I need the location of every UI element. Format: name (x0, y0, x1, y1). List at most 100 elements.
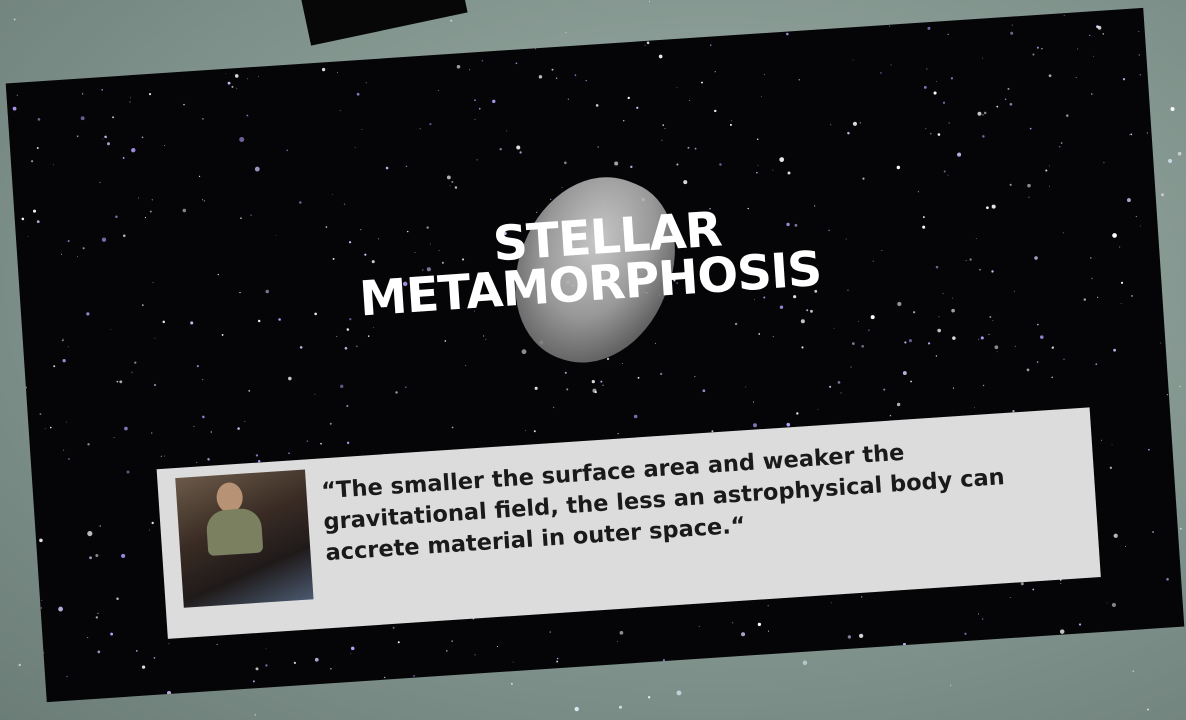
star (658, 54, 663, 59)
star (275, 234, 277, 236)
star (474, 654, 476, 656)
star (474, 118, 476, 120)
star (709, 44, 712, 47)
star (779, 305, 784, 309)
star (346, 328, 350, 331)
star (1075, 76, 1077, 78)
star (1095, 363, 1098, 365)
star (964, 632, 967, 635)
star (536, 211, 538, 213)
star (556, 657, 559, 660)
star (426, 226, 429, 229)
star (1060, 142, 1063, 144)
star (265, 289, 270, 294)
star (1041, 48, 1043, 50)
star (927, 26, 931, 30)
star (661, 139, 663, 141)
star (340, 384, 344, 389)
star (606, 357, 610, 361)
star (451, 640, 453, 643)
star (801, 346, 804, 349)
star (947, 33, 949, 35)
star (101, 88, 104, 91)
star (756, 171, 758, 174)
star (126, 470, 130, 474)
star (1138, 30, 1140, 32)
star (644, 44, 646, 46)
star (747, 207, 749, 210)
star (76, 256, 78, 258)
star (992, 319, 994, 321)
star (880, 72, 882, 74)
star (1089, 34, 1091, 37)
star (417, 308, 420, 310)
star (107, 142, 110, 146)
star (1059, 629, 1065, 634)
star (207, 458, 210, 461)
star (1048, 74, 1052, 78)
star (981, 618, 984, 620)
star (768, 630, 769, 632)
star (719, 163, 722, 166)
star (806, 309, 809, 312)
star (1113, 533, 1118, 538)
star (162, 320, 166, 324)
star (265, 648, 267, 650)
star (619, 630, 624, 635)
star (793, 295, 797, 299)
star (810, 309, 813, 313)
star (858, 320, 860, 322)
star (240, 217, 242, 220)
star (622, 363, 623, 365)
star (293, 661, 297, 665)
star (202, 199, 204, 201)
star (299, 346, 303, 349)
star (499, 148, 502, 151)
star (600, 380, 603, 383)
star (314, 657, 319, 662)
star (82, 247, 85, 250)
star (1091, 93, 1093, 95)
star (168, 643, 170, 645)
star (534, 386, 538, 390)
star (454, 186, 458, 189)
star (847, 635, 852, 639)
star (476, 159, 478, 161)
star (566, 388, 569, 391)
star (813, 205, 816, 207)
star (745, 386, 747, 388)
star (68, 458, 70, 460)
star (346, 404, 349, 408)
star (633, 414, 638, 419)
star (936, 81, 938, 82)
star (922, 225, 926, 229)
star (445, 650, 448, 652)
star (25, 386, 28, 389)
star (881, 250, 883, 251)
star (12, 106, 17, 111)
star (1160, 342, 1162, 344)
star (451, 426, 454, 429)
star (349, 318, 352, 321)
star (694, 147, 697, 150)
space-panel: STELLAR METAMORPHOSIS “The smaller the s… (5, 7, 1185, 703)
star (97, 612, 99, 614)
star (732, 622, 734, 624)
star (787, 171, 791, 175)
star (753, 423, 758, 428)
star (36, 147, 39, 149)
star (925, 128, 927, 130)
star (1140, 225, 1142, 227)
star (977, 111, 982, 116)
star (594, 390, 597, 394)
star (39, 538, 43, 543)
star (299, 201, 302, 204)
star (216, 643, 218, 646)
star (1106, 602, 1108, 604)
star (646, 41, 650, 45)
star (904, 341, 907, 344)
star (27, 235, 29, 237)
star (731, 120, 733, 122)
star (43, 652, 45, 654)
star (122, 234, 126, 238)
